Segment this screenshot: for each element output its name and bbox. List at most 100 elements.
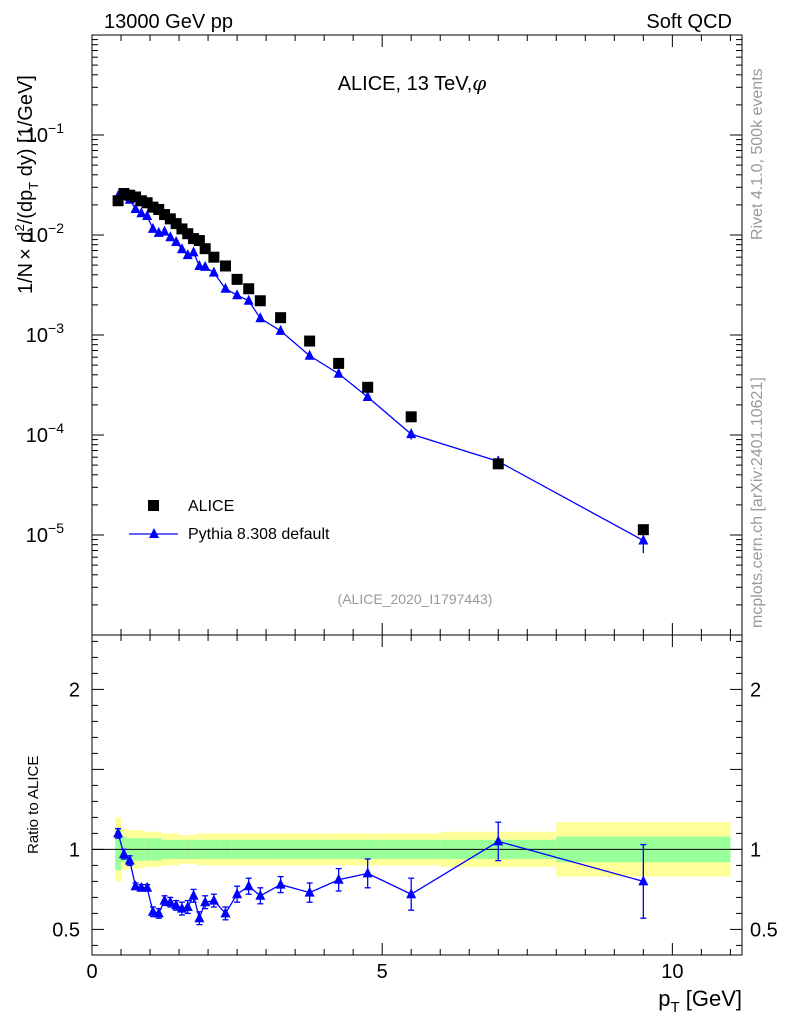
legend-mc-marker xyxy=(149,528,159,538)
data-point xyxy=(118,188,130,200)
y-tick-label-base: 10 xyxy=(26,425,48,447)
mc-point xyxy=(208,266,219,277)
ratio-y-tick-label: 1 xyxy=(69,839,80,861)
ratio-point xyxy=(147,905,158,916)
mc-point xyxy=(171,236,182,247)
data-point xyxy=(159,209,171,221)
ratio-point xyxy=(188,889,199,900)
plot-title: ALICE, 13 TeV,φ xyxy=(338,71,487,95)
mc-point xyxy=(406,428,417,439)
ratio-point xyxy=(153,907,164,918)
data-point xyxy=(147,201,159,213)
data-point xyxy=(637,524,649,536)
ratio-point xyxy=(333,873,344,884)
legend-mc-label: Pythia 8.308 default xyxy=(188,526,330,543)
mc-point xyxy=(638,534,649,545)
ratio-y-axis: 0.5 0.5 1 1 2 2 xyxy=(52,640,778,946)
data-point xyxy=(333,357,345,369)
ylabel-part-2: d xyxy=(15,232,37,249)
data-point xyxy=(153,203,165,215)
ratio-frame-border xyxy=(91,634,743,956)
plot-title-text: ALICE, 13 TeV, xyxy=(338,73,473,95)
ratio-point xyxy=(638,875,649,886)
ratio-point xyxy=(130,880,141,891)
data-point xyxy=(492,458,504,470)
y-tick-label-base: 10 xyxy=(26,125,48,147)
data-point xyxy=(112,195,124,207)
main-plot-area xyxy=(91,34,743,636)
y-tick-label: 10−2 xyxy=(26,220,64,247)
y-tick-label-base: 10 xyxy=(26,225,48,247)
data-point xyxy=(243,283,255,295)
y-tick-label: 10−1 xyxy=(26,120,64,147)
main-y-axis-label: 1/N × d2/(dpT dy) [1/GeV] xyxy=(12,75,41,294)
data-point xyxy=(219,260,231,272)
ratio-point xyxy=(275,878,286,889)
ratio-data-marks xyxy=(113,821,649,926)
main-data-marks xyxy=(112,188,649,554)
header-right: Soft QCD xyxy=(646,11,732,33)
data-point xyxy=(405,411,417,423)
data-point xyxy=(135,195,147,207)
ratio-point xyxy=(113,827,124,838)
x-tick-label: 0 xyxy=(86,961,97,983)
ratio-point xyxy=(362,867,373,878)
header-left: 13000 GeV pp xyxy=(104,11,233,33)
mc-point xyxy=(232,289,243,300)
plot-title-symbol: φ xyxy=(472,71,486,95)
mc-point xyxy=(200,260,211,271)
analysis-id: (ALICE_2020_I1797443) xyxy=(338,591,493,607)
data-point xyxy=(164,213,176,225)
mc-point xyxy=(243,294,254,305)
ratio-y-tick-label: 2 xyxy=(750,679,761,701)
mc-point xyxy=(194,259,205,270)
ylabel-part-3: 2 xyxy=(12,224,27,231)
ratio-y-tick-label: 2 xyxy=(69,679,80,701)
data-point xyxy=(141,197,153,209)
mc-point xyxy=(188,246,199,257)
ylabel-part-5: T xyxy=(26,182,41,190)
mcplots-label: mcplots.cern.ch [arXiv:2401.10621] xyxy=(749,377,766,628)
data-point xyxy=(188,233,200,245)
ratio-point xyxy=(406,888,417,899)
mc-point xyxy=(147,222,158,233)
data-point xyxy=(130,191,142,203)
ratio-y-axis-label: Ratio to ALICE xyxy=(25,756,42,854)
ylabel-part-1: × xyxy=(15,248,37,260)
ratio-point xyxy=(208,894,219,905)
mc-point xyxy=(165,231,176,242)
ratio-plot-area xyxy=(91,634,743,956)
y-tick-label-exp: −2 xyxy=(48,220,64,236)
ratio-point xyxy=(171,899,182,910)
legend-data-marker xyxy=(148,500,159,511)
data-point xyxy=(170,218,182,230)
x-axis: 0 5 10 xyxy=(86,35,731,983)
x-axis-label-sub: T xyxy=(670,999,679,1016)
mc-point xyxy=(333,367,344,378)
ratio-point xyxy=(142,881,153,892)
data-point xyxy=(193,235,205,247)
legend-data-label: ALICE xyxy=(188,498,234,515)
ratio-y-tick-label: 0.5 xyxy=(750,919,778,941)
mc-point xyxy=(176,243,187,254)
ratio-point xyxy=(159,894,170,905)
ratio-point xyxy=(255,889,266,900)
main-frame-border xyxy=(91,34,743,636)
y-tick-label: 10−5 xyxy=(26,520,64,547)
data-point xyxy=(124,189,136,201)
legend: ALICE Pythia 8.308 default xyxy=(129,498,330,543)
ratio-point xyxy=(200,896,211,907)
y-tick-label-exp: −5 xyxy=(48,520,64,536)
y-tick-label-exp: −1 xyxy=(48,120,64,136)
ylabel-part-4: /(dp xyxy=(15,190,37,224)
ylabel-part-6: dy) [1/GeV] xyxy=(15,75,37,182)
x-axis-label-base: p xyxy=(658,986,670,1011)
x-axis-label: pT [GeV] xyxy=(658,986,742,1016)
data-point xyxy=(304,335,316,347)
mc-point xyxy=(136,207,147,218)
ratio-point xyxy=(220,907,231,918)
data-point xyxy=(275,312,287,324)
ratio-point xyxy=(118,848,129,859)
ratio-point xyxy=(232,888,243,899)
